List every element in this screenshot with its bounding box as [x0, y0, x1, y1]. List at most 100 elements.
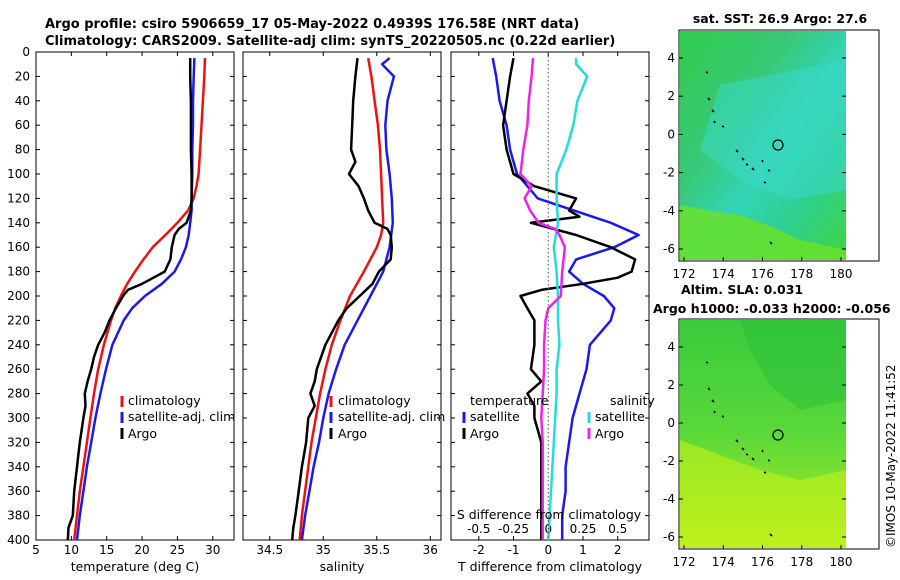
legend-title-salinity: salinity [610, 393, 655, 408]
x-tick-label: 10 [64, 543, 79, 557]
x-tick-label: 1 [579, 543, 587, 557]
x-tick-label: 34.5 [256, 543, 283, 557]
legend-label-argo: Argo [338, 426, 367, 441]
temperature-panel-frame [35, 51, 235, 541]
map-y-tick-label: 2 [667, 378, 675, 392]
series-line-satellite-adj-clim [300, 57, 396, 540]
sla-map-island-dots [705, 361, 773, 537]
map-x-tick-label: 180 [830, 267, 853, 281]
map-ticks: 172 174 176 178 180 4 2 0 -2 -4 -6 172 174 176 178 180 4… [663, 51, 852, 569]
sla-map-title-line1: Altim. SLA: 0.031 [681, 282, 803, 297]
y-tick-label: 100 [7, 167, 30, 181]
x-tick-label: 5 [32, 543, 40, 557]
sla-map-dark-patch [740, 320, 846, 410]
legend-title-temperature: temperature [470, 393, 549, 408]
x-tick-label: 35.5 [363, 543, 390, 557]
difference-xlabel: T difference from climatology [457, 559, 643, 574]
map-x-tick-label: 174 [712, 555, 735, 569]
sst-map [678, 29, 880, 262]
y-tick-label: 220 [7, 313, 30, 327]
sst-argo-location-marker [772, 139, 784, 151]
y-tick-label: 320 [7, 435, 30, 449]
imos-credit: ©IMOS 10-May-2022 11:41:52 [884, 364, 898, 548]
chart-title-line2: Climatology: CARS2009. Satellite-adj cli… [45, 34, 615, 49]
sla-argo-location-marker [772, 429, 784, 441]
map-y-tick-label: -2 [663, 166, 675, 180]
legend-label-satellite: satellite-adj. clim [338, 409, 445, 424]
s-tick-label: 0.5 [608, 522, 627, 536]
map-y-tick-label: -6 [663, 242, 675, 256]
s-tick-label: -0.25 [498, 522, 529, 536]
y-tick-label: 360 [7, 484, 30, 498]
x-tick-label: 35 [316, 543, 331, 557]
map-x-tick-label: 174 [712, 267, 735, 281]
map-x-tick-label: 172 [673, 555, 696, 569]
x-tick-label: 36 [423, 543, 438, 557]
map-y-tick-label: 0 [667, 127, 675, 141]
series-line-climatology [298, 57, 385, 540]
y-tick-label: 140 [7, 216, 30, 230]
x-tick-label: 0 [544, 543, 552, 557]
map-y-tick-label: 2 [667, 89, 675, 103]
map-y-tick-label: -4 [663, 204, 675, 218]
legend-label-temp-argo: Argo [470, 426, 499, 441]
y-tick-label: 180 [7, 265, 30, 279]
salinity-legend: climatology satellite-adj. clim Argo [329, 393, 445, 441]
y-tick-label: 0 [22, 45, 30, 59]
series-line-satellite-adj-clim [75, 58, 196, 540]
salinity-panel-frame [242, 51, 442, 541]
sst-map-warm-region [680, 205, 846, 260]
y-tick-label: 120 [7, 191, 30, 205]
sla-map [678, 318, 880, 550]
map-y-tick-label: -4 [663, 492, 675, 506]
difference-legend: temperature salinity satellite Argo sate… [462, 393, 655, 441]
difference-panel-frame [450, 51, 650, 541]
y-tick-label: 260 [7, 362, 30, 376]
sst-map-title: sat. SST: 26.9 Argo: 27.6 [693, 11, 868, 26]
y-tick-label: 340 [7, 460, 30, 474]
legend-label-satellite: satellite-adj. clim [128, 409, 235, 424]
x-tick-label: 20 [134, 543, 149, 557]
x-tick-label: 15 [99, 543, 114, 557]
map-y-tick-label: -6 [663, 530, 675, 544]
map-y-tick-label: 4 [667, 340, 675, 354]
chart-title-line1: Argo profile: csiro 5906659_17 05-May-20… [45, 17, 579, 32]
series-line-argo [290, 57, 394, 540]
y-tick-label: 80 [15, 143, 30, 157]
series-line-temperature-argo [501, 57, 637, 540]
legend-label-climatology: climatology [128, 393, 201, 408]
y-tick-label: 160 [7, 240, 30, 254]
s-tick-label: 0.25 [570, 522, 597, 536]
x-tick-label: 2 [614, 543, 622, 557]
map-x-tick-label: 178 [790, 555, 813, 569]
legend-label-sal-argo: Argo [595, 426, 624, 441]
map-y-tick-label: 0 [667, 416, 675, 430]
sst-map-cool-tongue [700, 60, 846, 200]
series-line-salinity-satellite [547, 58, 589, 540]
series-line-climatology [72, 58, 207, 540]
y-tick-label: 240 [7, 338, 30, 352]
legend-label-climatology: climatology [338, 393, 411, 408]
map-y-tick-label: -2 [663, 454, 675, 468]
temperature-legend: climatology satellite-adj. clim Argo [120, 393, 235, 441]
map-x-tick-label: 180 [830, 555, 853, 569]
legend-label-sal-satellite: satellite [595, 409, 645, 424]
x-tick-label: 30 [205, 543, 220, 557]
series-layer [66, 57, 640, 540]
y-tick-label: 20 [15, 69, 30, 83]
map-x-tick-label: 176 [751, 555, 774, 569]
salinity-xlabel: salinity [320, 559, 365, 574]
map-x-tick-label: 178 [790, 267, 813, 281]
map-y-tick-label: 4 [667, 51, 675, 65]
sst-map-island-dots [705, 71, 773, 245]
sla-map-title-line2: Argo h1000: -0.033 h2000: -0.056 [653, 301, 891, 316]
y-tick-label: 280 [7, 387, 30, 401]
y-tick-label: 60 [15, 118, 30, 132]
legend-label-argo: Argo [128, 426, 157, 441]
y-tick-label: 400 [7, 533, 30, 547]
s-tick-label: -0.5 [467, 522, 490, 536]
difference-top-xlabel: S difference from climatology [457, 507, 642, 522]
series-line-argo [66, 58, 193, 540]
legend-label-temp-satellite: satellite [470, 409, 520, 424]
y-tick-label: 200 [7, 289, 30, 303]
